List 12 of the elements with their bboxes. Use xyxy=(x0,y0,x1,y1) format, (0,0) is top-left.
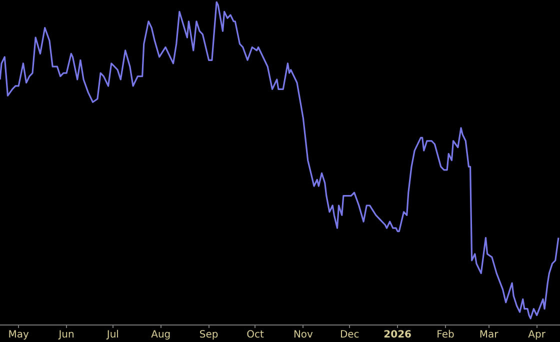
x-tick-label: Oct xyxy=(246,330,264,341)
x-tick-label: Apr xyxy=(528,330,546,341)
x-tick-label: Aug xyxy=(151,330,171,341)
x-tick-label: Feb xyxy=(436,330,454,341)
x-tick-label: 2026 xyxy=(384,330,412,341)
x-tick-label: May xyxy=(8,330,29,341)
x-tick-label: Nov xyxy=(293,330,314,341)
x-tick-label: Dec xyxy=(340,330,360,341)
x-tick-label: Mar xyxy=(479,330,500,341)
x-tick-label: Jun xyxy=(58,330,74,341)
x-tick-label: Sep xyxy=(199,330,218,341)
x-tick-label: Jul xyxy=(106,330,119,341)
